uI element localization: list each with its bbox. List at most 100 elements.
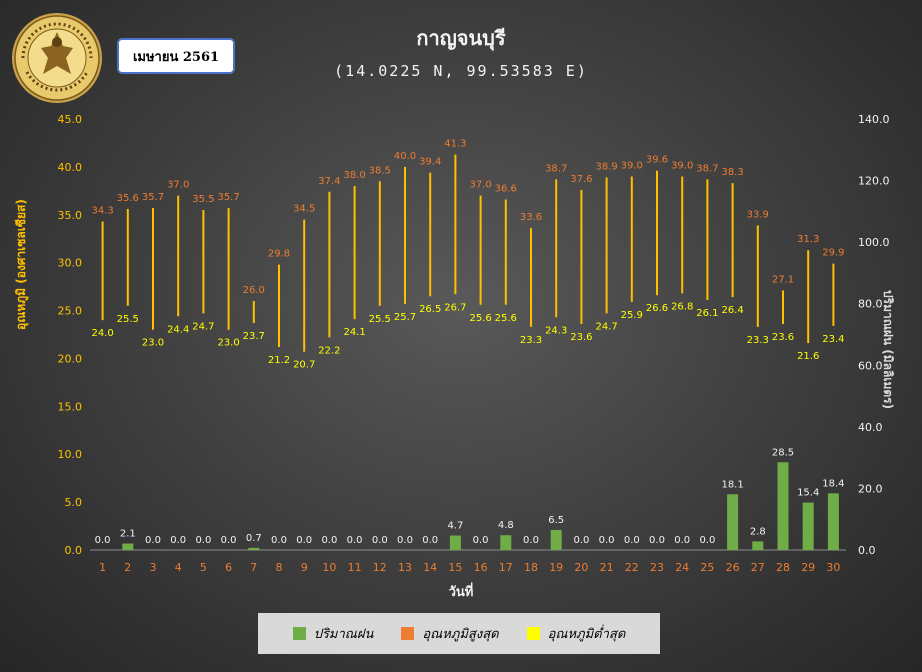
rain-value-label: 6.5 [548,515,564,526]
min-temp-label: 21.6 [797,351,819,362]
legend-label-min: อุณหภูมิต่ำสุด [547,627,626,642]
min-temp-label: 24.1 [343,327,365,338]
max-temp-label: 37.0 [167,180,189,191]
x-tick-label: 15 [448,561,462,574]
max-temp-label: 38.3 [721,167,743,178]
x-tick-label: 30 [826,561,840,574]
min-temp-label: 26.8 [671,301,693,312]
rain-value-label: 4.8 [498,520,514,531]
max-temp-label: 36.6 [495,183,517,194]
x-tick-label: 14 [423,561,437,574]
rain-value-label: 0.0 [599,535,615,546]
rain-value-label: 4.7 [447,521,463,532]
y-right-tick-label: 40.0 [858,421,883,434]
min-temp-label: 23.0 [142,338,164,349]
x-tick-label: 22 [625,561,639,574]
max-temp-label: 29.9 [822,248,844,259]
x-tick-label: 25 [700,561,714,574]
rain-value-label: 0.0 [95,535,111,546]
x-tick-label: 29 [801,561,815,574]
x-tick-label: 8 [276,561,283,574]
x-tick-label: 21 [600,561,614,574]
min-temp-label: 21.2 [268,355,290,366]
x-tick-label: 23 [650,561,664,574]
rain-value-label: 0.0 [296,535,312,546]
y-right-tick-label: 140.0 [858,113,890,126]
rain-value-label: 0.7 [246,533,262,544]
y-right-tick-label: 80.0 [858,298,883,311]
rain-bar [827,493,839,550]
y-left-tick-label: 25.0 [58,305,83,318]
rain-value-label: 0.0 [649,535,665,546]
max-temp-label: 35.5 [192,194,214,205]
max-temp-label: 38.7 [545,163,567,174]
rain-bar [777,462,789,550]
max-temp-label: 39.0 [671,160,693,171]
legend: ปริมาณฝน อุณหภูมิสูงสุด อุณหภูมิต่ำสุด [258,613,660,654]
max-temp-label: 38.7 [696,163,718,174]
y-right-tick-label: 100.0 [858,236,890,249]
x-tick-label: 3 [150,561,157,574]
chart-title: กาญจนบุรี [416,26,506,50]
x-tick-label: 11 [348,561,362,574]
y-right-tick-label: 120.0 [858,175,890,188]
min-temp-label: 26.1 [696,308,718,319]
rain-value-label: 0.0 [674,535,690,546]
rain-bar [550,529,562,550]
rain-value-label: 0.0 [624,535,640,546]
min-temp-label: 23.6 [570,332,592,343]
chart-subtitle: (14.0225 N, 99.53583 E) [334,62,588,80]
y-right-tick-label: 0.0 [858,544,876,557]
min-temp-label: 23.6 [772,332,794,343]
legend-swatch-min [526,627,540,640]
rain-bar [752,541,764,550]
rain-value-label: 28.5 [772,447,794,458]
max-temp-label: 37.6 [570,174,592,185]
max-temp-label: 31.3 [797,234,819,245]
min-temp-label: 25.5 [369,314,391,325]
max-temp-label: 41.3 [444,138,466,149]
x-tick-label: 10 [322,561,336,574]
max-temp-label: 34.3 [91,205,113,216]
rain-value-label: 0.0 [473,535,489,546]
x-tick-label: 7 [250,561,257,574]
x-tick-label: 28 [776,561,790,574]
rain-value-label: 18.1 [721,479,743,490]
rain-value-label: 0.0 [170,535,186,546]
max-temp-label: 33.9 [747,209,769,220]
max-temp-label: 34.5 [293,204,315,215]
min-temp-label: 26.6 [646,303,668,314]
y-left-tick-label: 5.0 [65,496,83,509]
max-temp-label: 39.6 [646,155,668,166]
x-tick-label: 6 [225,561,232,574]
min-temp-label: 25.6 [469,313,491,324]
min-temp-label: 23.3 [747,335,769,346]
rain-value-label: 15.4 [797,488,819,499]
month-label: เมษายน 2561 [117,38,235,74]
x-tick-label: 19 [549,561,563,574]
x-tick-label: 2 [124,561,131,574]
max-temp-label: 26.0 [243,285,265,296]
x-tick-label: 18 [524,561,538,574]
rain-value-label: 0.0 [271,535,287,546]
max-temp-label: 29.8 [268,249,290,260]
max-temp-label: 35.7 [217,192,239,203]
rain-value-label: 2.8 [750,526,766,537]
rain-value-label: 0.0 [321,535,337,546]
min-temp-label: 24.7 [192,321,214,332]
y-left-tick-label: 35.0 [58,209,83,222]
rain-value-label: 0.0 [699,535,715,546]
y-left-tick-label: 10.0 [58,448,83,461]
min-temp-label: 20.7 [293,360,315,371]
min-temp-label: 23.0 [217,338,239,349]
rain-bar [248,547,260,550]
legend-item-min: อุณหภูมิต่ำสุด [526,623,626,644]
legend-item-max: อุณหภูมิสูงสุด [401,623,499,644]
max-temp-label: 38.5 [369,165,391,176]
min-temp-label: 26.7 [444,302,466,313]
rain-bar [802,502,814,550]
min-temp-label: 26.4 [721,305,743,316]
x-tick-label: 20 [574,561,588,574]
